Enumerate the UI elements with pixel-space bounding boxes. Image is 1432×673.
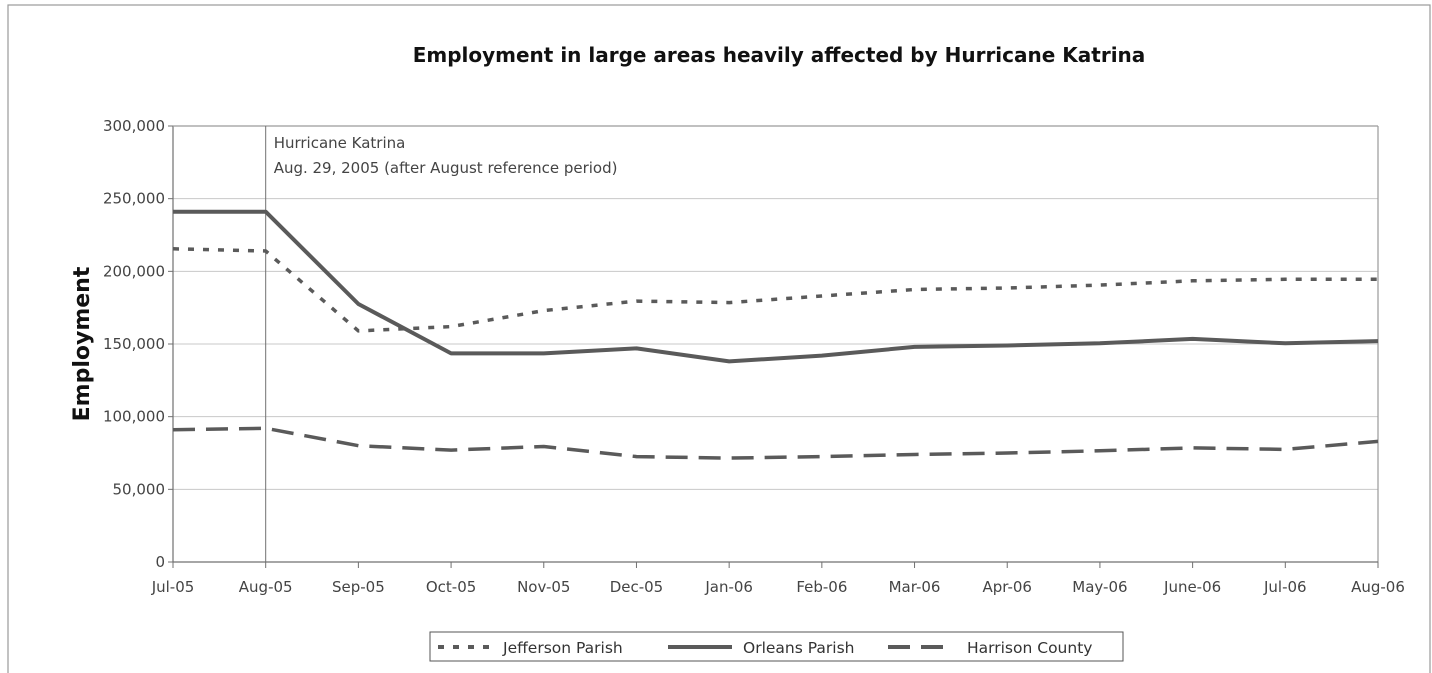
- series-line-harrison-county: [172, 426, 1379, 460]
- x-tick-label-Jul-05: Jul-05: [151, 578, 195, 596]
- x-tick-label-Feb-06: Feb-06: [796, 578, 847, 596]
- x-tick-label-Dec-05: Dec-05: [610, 578, 664, 596]
- x-tick-label-Apr-06: Apr-06: [982, 578, 1032, 596]
- legend-label-jefferson: Jefferson Parish: [502, 639, 623, 657]
- x-tick-label-Aug-05: Aug-05: [239, 578, 293, 596]
- x-tick-labels: Jul-05 Aug-05 Sep-05 Oct-05 Nov-05 Dec-05 Jan-…: [151, 578, 1405, 596]
- x-tick-label-June-06: June-06: [1163, 578, 1221, 596]
- y-tick-label-50000: 50,000: [113, 480, 166, 498]
- y-tick-label-300000: 300,000: [103, 117, 165, 135]
- x-tick-label-Mar-06: Mar-06: [889, 578, 941, 596]
- gridlines: [173, 125, 1378, 490]
- katrina-annotation: Hurricane Katrina Aug. 29, 2005 (after A…: [265, 126, 618, 562]
- annotation-line-2: Aug. 29, 2005 (after August reference pe…: [274, 159, 618, 177]
- legend-label-harrison: Harrison County: [967, 639, 1092, 657]
- y-axis-label: Employment: [70, 266, 95, 421]
- y-tick-labels: 0 50,000 100,000 150,000 200,000 250,000 300,0…: [103, 117, 165, 571]
- legend-label-orleans: Orleans Parish: [743, 639, 854, 657]
- y-tick-label-200000: 200,000: [103, 262, 165, 280]
- y-tick-label-100000: 100,000: [103, 408, 165, 426]
- legend-box: [429, 631, 1124, 662]
- x-tick-label-May-06: May-06: [1072, 578, 1127, 596]
- y-tick-label-250000: 250,000: [103, 190, 165, 208]
- y-tick-label-0: 0: [155, 553, 165, 571]
- series-line-orleans-parish: [173, 209, 1379, 364]
- y-tick-label-150000: 150,000: [103, 335, 165, 353]
- annotation-line-1: Hurricane Katrina: [274, 134, 406, 152]
- x-tick-label-Jan-06: Jan-06: [704, 578, 753, 596]
- series-line-jefferson-parish: [172, 247, 1378, 333]
- axes: [168, 125, 1379, 568]
- x-tick-label-Jul-06: Jul-06: [1263, 578, 1307, 596]
- x-tick-label-Oct-05: Oct-05: [426, 578, 476, 596]
- x-tick-label-Aug-06: Aug-06: [1351, 578, 1405, 596]
- x-tick-label-Nov-05: Nov-05: [517, 578, 570, 596]
- series-lines: [172, 209, 1379, 460]
- chart-title: Employment in large areas heavily affect…: [413, 43, 1146, 67]
- figure-border: [7, 4, 1431, 673]
- legend: Jefferson Parish Orleans Parish Harrison…: [429, 631, 1124, 662]
- x-tick-label-Sep-05: Sep-05: [332, 578, 385, 596]
